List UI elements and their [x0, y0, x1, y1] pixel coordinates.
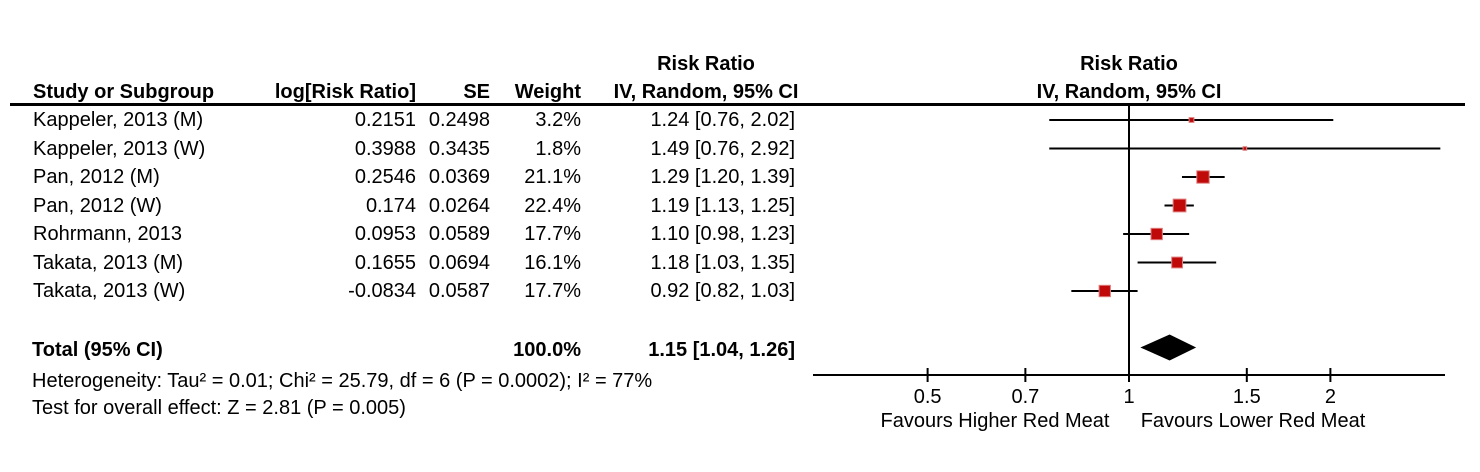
effect-square [1150, 227, 1163, 241]
study-weight: 17.7% [524, 280, 581, 302]
study-ci-text: 1.19 [1.13, 1.25] [650, 195, 795, 217]
heterogeneity-stats: Heterogeneity: Tau² = 0.01; Chi² = 25.79… [32, 370, 653, 392]
study-weight: 21.1% [524, 166, 581, 188]
column-header-se: SE [463, 81, 490, 103]
total-label: Total (95% CI) [32, 339, 163, 361]
study-log-risk-ratio: 0.0953 [354, 223, 416, 245]
study-name: Rohrmann, 2013 [33, 223, 182, 245]
study-se: 0.0694 [428, 252, 490, 274]
column-header-iv-random-ci-text: IV, Random, 95% CI [613, 81, 799, 103]
study-log-risk-ratio: 0.174 [365, 195, 416, 217]
study-weight: 3.2% [535, 109, 581, 131]
total-weight: 100.0% [513, 339, 581, 361]
axis-tick-label: 1 [1123, 386, 1134, 408]
study-name: Pan, 2012 (M) [33, 166, 160, 188]
study-log-risk-ratio: 0.2151 [354, 109, 416, 131]
study-log-risk-ratio: 0.2546 [354, 166, 416, 188]
study-ci-text: 1.18 [1.03, 1.35] [650, 252, 795, 274]
axis-tick-label: 1.5 [1233, 386, 1261, 408]
axis-tick-label: 2 [1325, 386, 1336, 408]
study-ci-text: 0.92 [0.82, 1.03] [650, 280, 795, 302]
study-name: Kappeler, 2013 (W) [33, 138, 206, 160]
study-name: Takata, 2013 (M) [33, 252, 184, 274]
effect-square [1171, 256, 1184, 269]
study-weight: 16.1% [524, 252, 581, 274]
study-se: 0.3435 [428, 138, 490, 160]
study-weight: 17.7% [524, 223, 581, 245]
overall-effect-test: Test for overall effect: Z = 2.81 (P = 0… [32, 397, 406, 419]
total-ci-text: 1.15 [1.04, 1.26] [648, 339, 795, 361]
effect-square [1098, 284, 1111, 298]
study-log-risk-ratio: 0.3988 [354, 138, 416, 160]
study-log-risk-ratio: -0.0834 [348, 280, 416, 302]
column-header-weight: Weight [514, 81, 581, 103]
study-ci-text: 1.29 [1.20, 1.39] [650, 166, 795, 188]
study-ci-text: 1.10 [0.98, 1.23] [650, 223, 795, 245]
study-se: 0.0264 [428, 195, 490, 217]
study-se: 0.0369 [428, 166, 490, 188]
favours-left-label: Favours Higher Red Meat [881, 410, 1110, 432]
axis-tick-label: 0.7 [1011, 386, 1039, 408]
study-se: 0.0589 [428, 223, 490, 245]
effect-square [1172, 198, 1187, 213]
effect-square [1196, 170, 1210, 184]
study-se: 0.0587 [428, 280, 490, 302]
plot-header-iv-random-ci: IV, Random, 95% CI [1036, 81, 1222, 103]
column-header-risk-ratio-text: Risk Ratio [657, 53, 755, 75]
effect-square [1188, 117, 1195, 123]
study-name: Takata, 2013 (W) [33, 280, 186, 302]
study-name: Pan, 2012 (W) [33, 195, 162, 217]
effect-square [1242, 146, 1248, 151]
plot-header-risk-ratio: Risk Ratio [1080, 53, 1178, 75]
header-divider [10, 103, 1465, 106]
favours-right-label: Favours Lower Red Meat [1141, 410, 1366, 432]
study-log-risk-ratio: 0.1655 [354, 252, 416, 274]
axis-tick-label: 0.5 [914, 386, 942, 408]
column-header-log-risk-ratio: log[Risk Ratio] [274, 81, 416, 103]
study-weight: 1.8% [535, 138, 581, 160]
study-ci-text: 1.24 [0.76, 2.02] [650, 109, 795, 131]
column-header-study: Study or Subgroup [33, 81, 215, 103]
study-name: Kappeler, 2013 (M) [33, 109, 204, 131]
study-se: 0.2498 [428, 109, 490, 131]
study-weight: 22.4% [524, 195, 581, 217]
study-ci-text: 1.49 [0.76, 2.92] [650, 138, 795, 160]
total-diamond [1140, 334, 1197, 361]
